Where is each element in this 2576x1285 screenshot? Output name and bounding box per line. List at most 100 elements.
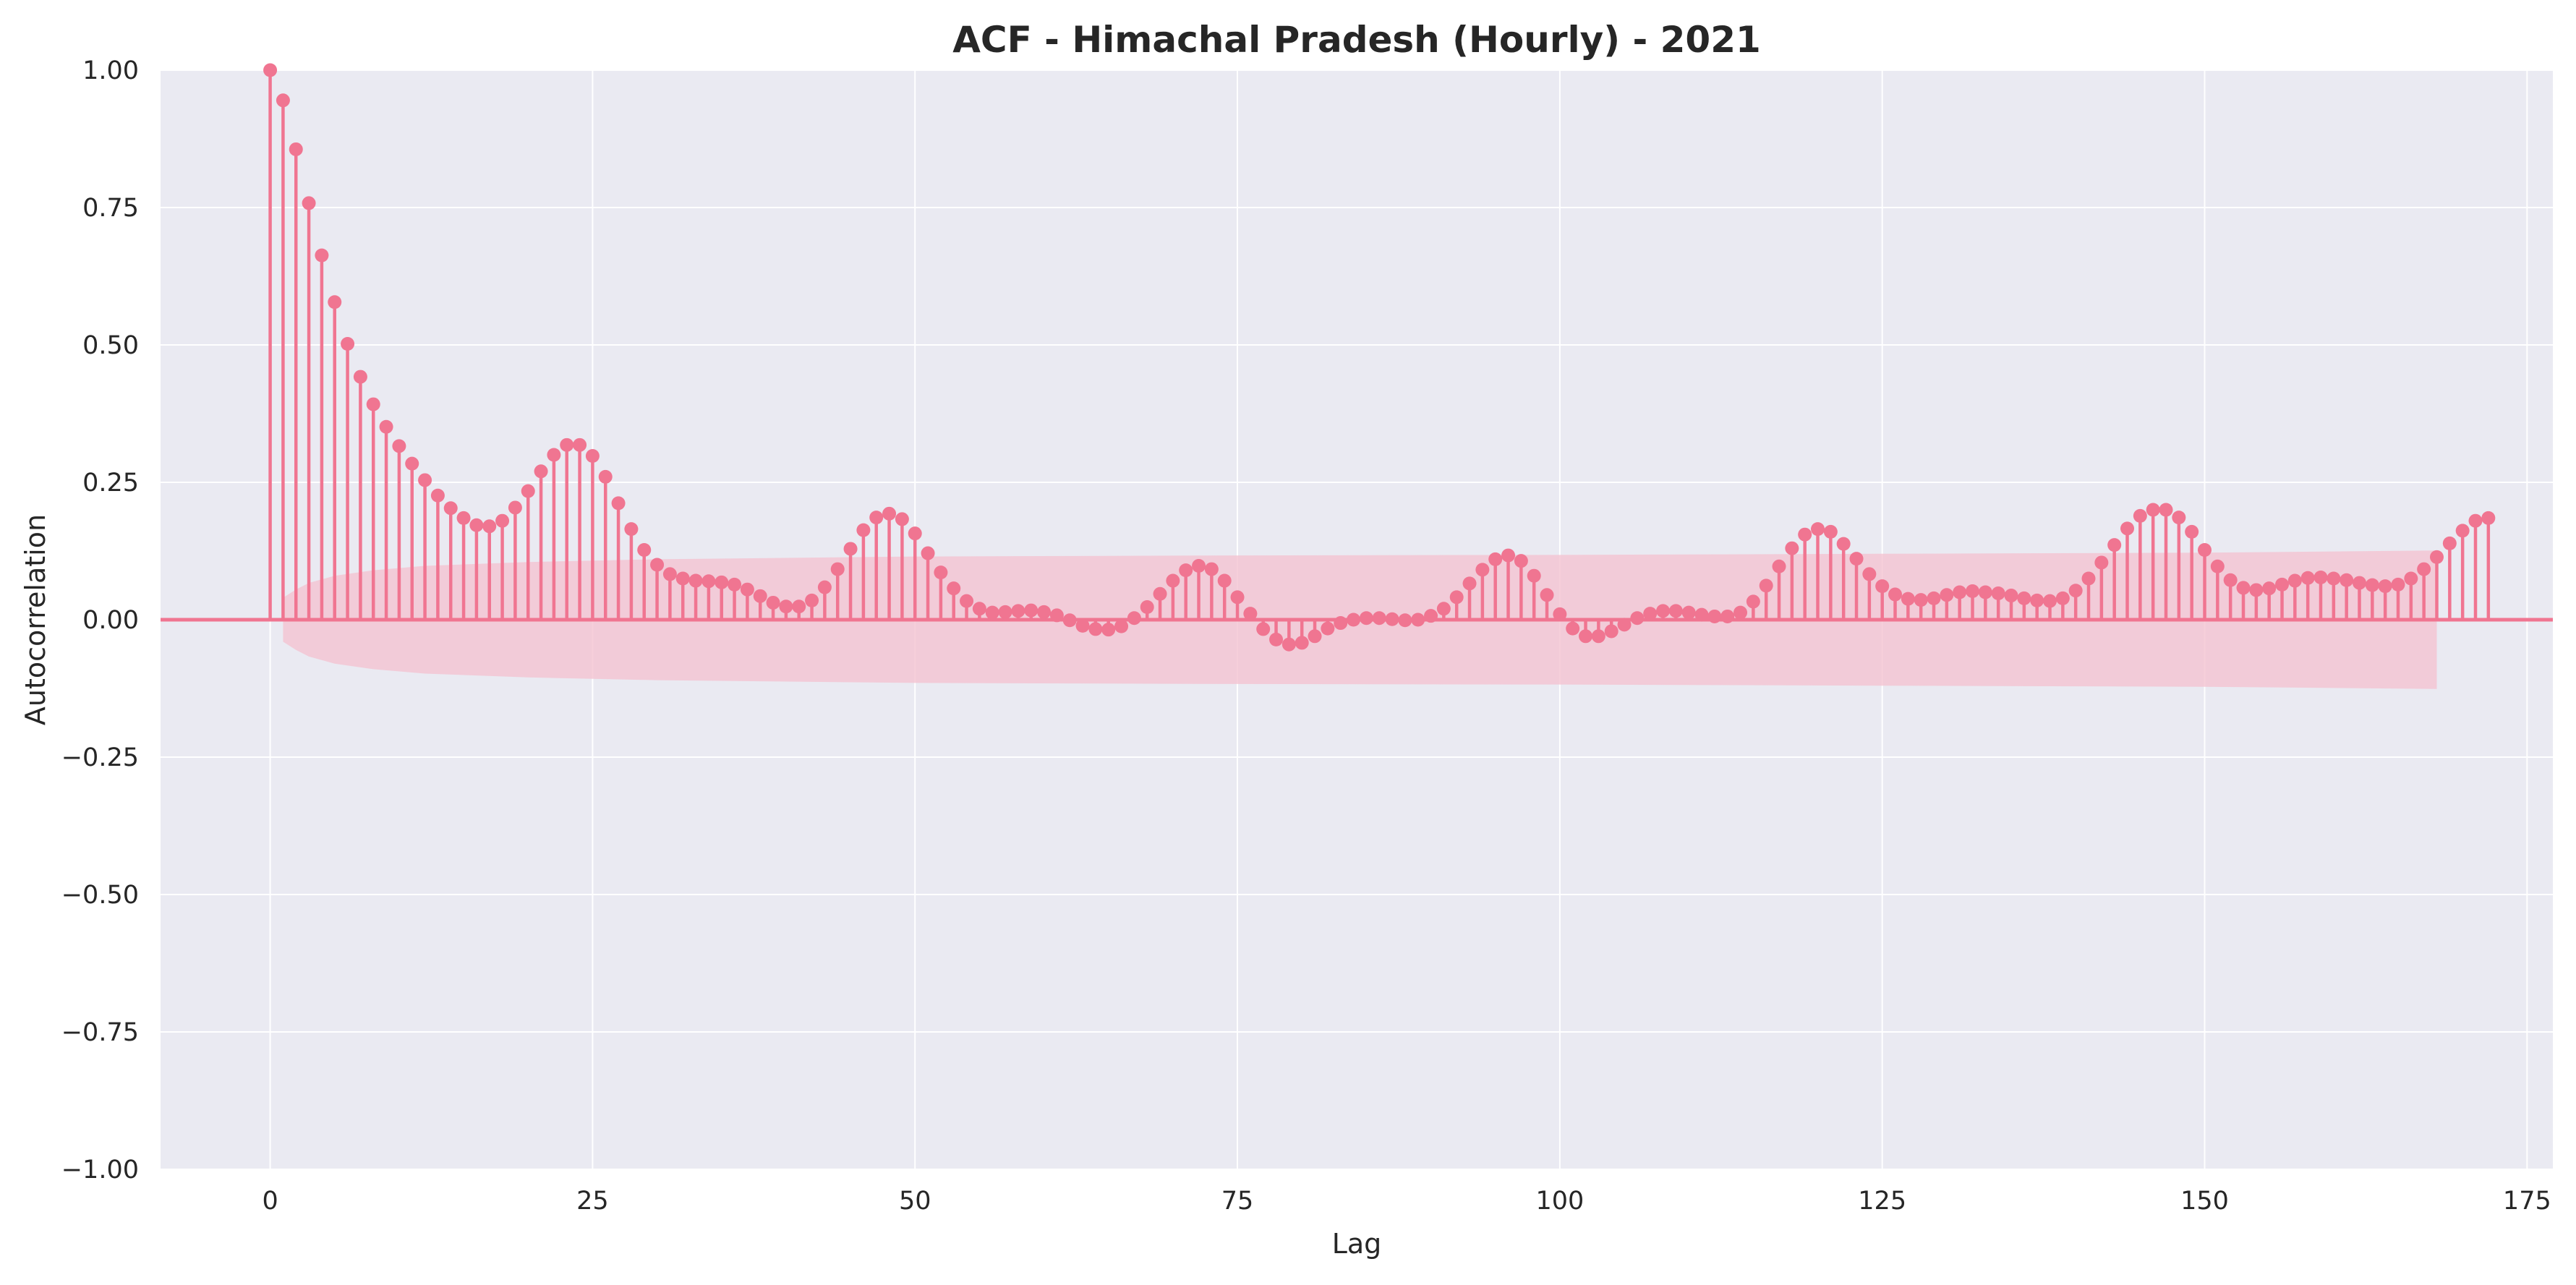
y-tick-label: 0.75 [82,194,139,223]
acf-point [2146,503,2160,517]
acf-point [366,397,380,411]
acf-point [2133,508,2147,523]
x-tick-labels: 0 25 50 75 100 125 150 175 [262,1187,2551,1216]
acf-point [1295,636,1309,650]
acf-point [688,573,703,588]
y-tick-label: −0.25 [61,743,139,772]
acf-point [1179,563,1193,578]
x-tick-label: 175 [2503,1187,2551,1216]
x-tick-label: 0 [262,1187,278,1216]
acf-point [2275,577,2290,592]
acf-point [276,93,290,108]
acf-point [1940,588,1954,602]
acf-point [2287,573,2302,588]
acf-point [1875,579,1890,594]
acf-point [1385,612,1399,626]
acf-point [1862,567,1877,581]
acf-point [1617,618,1632,632]
acf-point [1836,537,1851,551]
acf-point [1037,605,1052,619]
x-tick-label: 150 [2180,1187,2229,1216]
acf-point [315,248,329,262]
acf-point [469,518,484,532]
acf-point [1514,554,1528,568]
acf-point [998,605,1012,619]
acf-point [2236,581,2251,595]
acf-point [1101,623,1116,637]
acf-point [2442,536,2457,550]
acf-point [585,449,600,464]
acf-point [2378,579,2392,594]
acf-point [2404,571,2418,586]
acf-point [1656,604,1671,618]
acf-point [1798,527,1812,542]
acf-point [728,577,742,592]
acf-point [1359,611,1373,626]
acf-point [843,542,858,556]
acf-point [2081,571,2096,586]
acf-point [1643,607,1658,621]
acf-point [1733,605,1748,620]
acf-point [1914,593,1928,607]
acf-point [921,546,935,560]
acf-point [637,542,652,557]
acf-point [1823,524,1838,539]
acf-point [495,513,510,528]
acf-point [302,196,316,210]
acf-point [1694,607,1709,622]
acf-point [482,519,497,534]
acf-point [701,574,716,589]
acf-point [934,565,948,580]
acf-point [508,500,522,515]
acf-point [2120,521,2135,536]
acf-point [792,599,806,614]
acf-point [817,580,832,594]
x-tick-label: 25 [576,1187,609,1216]
y-tick-label: 0.00 [82,606,139,635]
acf-point [2391,577,2405,592]
acf-point [560,437,574,452]
acf-point [1927,591,1941,605]
acf-point [2159,503,2173,517]
acf-point [624,522,639,537]
acf-point [972,602,986,616]
acf-point [2094,555,2109,570]
acf-point [1579,629,1593,644]
acf-point [1153,586,1167,601]
acf-point [2043,594,2057,608]
acf-point [1192,559,1206,573]
acf-point [2326,571,2341,586]
acf-point [1527,568,1541,583]
acf-point [1462,576,1477,591]
acf-point [328,295,342,309]
x-tick-label: 50 [899,1187,931,1216]
acf-point [1811,522,1825,537]
acf-point [1991,586,2005,601]
acf-point [405,456,419,471]
acf-point [1746,594,1760,609]
acf-point [985,605,999,620]
acf-point [2017,591,2031,605]
acf-point [1604,624,1618,639]
acf-point [1681,605,1696,620]
acf-point [1011,604,1025,618]
acf-point [1707,609,1722,623]
acf-point [430,488,445,503]
acf-point [1230,590,1245,605]
chart-title: ACF - Himachal Pradesh (Hourly) - 2021 [952,19,1761,61]
acf-point [1849,552,1864,566]
acf-point [2107,538,2122,552]
acf-point [1953,585,1967,599]
acf-point [353,370,367,384]
acf-point [379,419,393,434]
acf-point [1256,622,1271,636]
acf-point [1281,637,1296,652]
acf-point [1630,611,1645,626]
markers [263,63,2496,652]
acf-point [2340,573,2354,587]
acf-point [856,523,871,537]
acf-point [534,464,548,479]
acf-point [2198,542,2212,557]
acf-point [1114,619,1129,633]
